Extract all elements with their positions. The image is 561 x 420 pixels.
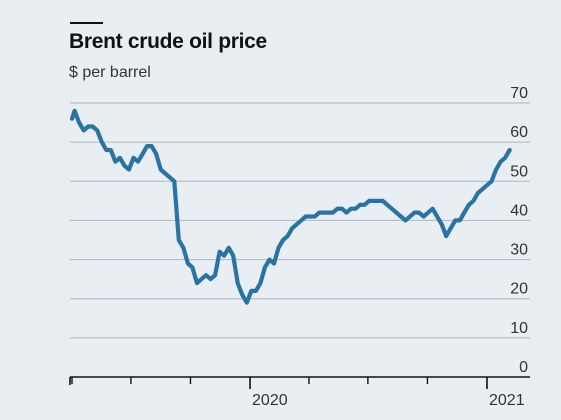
header-rule (70, 22, 103, 24)
y-tick-label-30: 30 (510, 242, 528, 259)
gridlines (70, 102, 530, 339)
y-axis-labels: 0 10 20 30 40 50 60 70 (510, 85, 528, 376)
y-tick-label-0: 0 (519, 359, 528, 376)
x-axis: 2020 2021 (69, 376, 530, 409)
y-tick-label-10: 10 (510, 320, 528, 337)
series-line-brent (69, 108, 512, 305)
series (69, 108, 512, 305)
x-tick-label-2021: 2021 (489, 392, 525, 409)
x-tick-label-2020: 2020 (252, 392, 288, 409)
chart-subtitle: $ per barrel (69, 64, 151, 81)
y-tick-label-40: 40 (510, 202, 528, 219)
y-tick-label-50: 50 (510, 163, 528, 180)
y-tick-label-70: 70 (510, 85, 528, 102)
y-tick-label-20: 20 (510, 281, 528, 298)
chart-title: Brent crude oil price (69, 30, 267, 53)
y-tick-label-60: 60 (510, 124, 528, 141)
